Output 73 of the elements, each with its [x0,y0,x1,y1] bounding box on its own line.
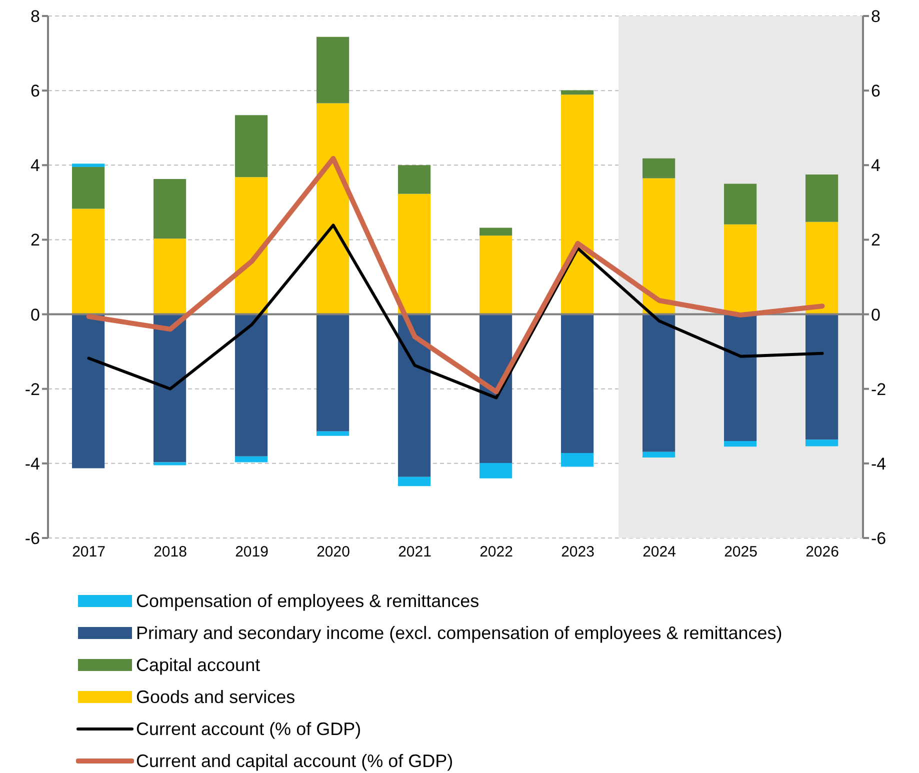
bar [480,463,512,478]
bar [235,115,268,178]
bar [72,164,105,168]
bar [806,440,838,446]
x-tick-label: 2024 [642,544,676,561]
x-tick-label: 2022 [480,544,513,561]
bar [561,94,594,314]
bar [154,178,186,239]
bar [316,36,350,104]
y2-tick-label: -4 [871,454,886,474]
y-tick-label: 6 [30,82,40,101]
bar [235,314,268,456]
y2-tick-label: 8 [871,7,880,26]
legend-label: Compensation of employees & remittances [136,590,480,613]
legend-label: Goods and services [136,686,296,709]
y-tick-label: 2 [30,230,40,250]
bar [806,314,838,440]
y2-tick-label: 6 [871,82,880,101]
bar [480,236,512,314]
bar [398,165,431,194]
x-tick-label: 2020 [316,544,350,561]
bar [642,178,676,314]
legend-label: Current and capital account (% of GDP) [136,750,454,773]
y-tick-label: 0 [30,305,40,324]
bar [398,476,431,486]
x-tick-label: 2018 [154,544,187,561]
y2-tick-label: -2 [871,380,886,399]
bar [316,103,350,314]
bar [806,222,838,314]
y-tick-label: -6 [24,529,40,548]
bar [561,452,594,467]
bar [480,228,512,236]
bar [72,167,105,209]
x-tick-label: 2017 [72,544,106,561]
line-series [87,224,824,400]
y-tick-label: 8 [30,7,40,26]
bar [316,431,350,436]
bar [154,238,186,314]
bar [724,441,757,447]
bar [806,174,838,222]
x-tick-label: 2025 [724,544,758,561]
bar [480,314,512,464]
bar [724,184,757,224]
y2-tick-label: 2 [871,230,880,250]
x-tick-label: 2026 [806,544,839,561]
bar [235,456,268,462]
bar [154,314,186,462]
x-tick-label: 2021 [398,544,432,561]
x-tick-label: 2023 [561,544,594,561]
y-tick-label: -4 [24,454,40,474]
bar [724,314,757,442]
bar [642,158,676,178]
bar [72,314,105,468]
bar [642,452,676,458]
bar [154,462,186,466]
bar [235,177,268,314]
y2-tick-label: 0 [871,305,880,324]
bar [642,314,676,452]
y-tick-label: 4 [30,156,40,176]
bar [316,314,350,432]
bar [724,224,757,314]
bar [561,90,594,95]
legend-label: Current account (% of GDP) [136,718,362,741]
x-tick-label: 2019 [235,544,268,561]
bar [398,194,431,314]
legend-label: Capital account [136,654,260,677]
bar [398,314,431,477]
y2-tick-label: -6 [871,529,886,548]
y2-tick-label: 4 [871,156,880,176]
bar [72,208,105,314]
legend-label: Primary and secondary income (excl. compensation of employees & remittances) [136,622,782,645]
bar [561,314,594,453]
y-tick-label: -2 [24,380,40,399]
